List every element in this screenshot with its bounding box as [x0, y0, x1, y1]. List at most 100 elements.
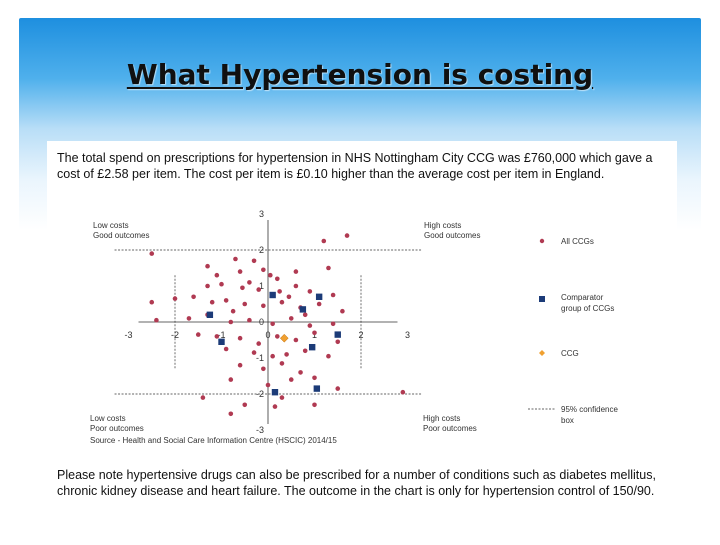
point-all-ccgs [286, 294, 292, 300]
point-all-ccgs [312, 330, 317, 336]
point-all-ccgs [237, 269, 243, 274]
y-tick-label: 1 [259, 281, 264, 291]
point-all-ccgs [321, 238, 327, 244]
point-all-ccgs [316, 301, 322, 307]
point-all-ccgs [279, 361, 285, 366]
point-all-ccgs [298, 370, 303, 375]
point-ccg [279, 333, 289, 343]
point-all-ccgs [172, 296, 178, 301]
point-all-ccgs [149, 251, 155, 256]
x-tick-label: 0 [265, 330, 270, 340]
legend-all-ccgs-marker [539, 238, 545, 244]
point-all-ccgs [288, 377, 294, 382]
legend-ci-2: box [561, 416, 574, 425]
point-all-ccgs [288, 316, 294, 321]
point-all-ccgs [214, 272, 220, 278]
point-all-ccgs [400, 389, 406, 395]
point-all-ccgs [191, 294, 196, 300]
point-all-ccgs [233, 256, 238, 262]
x-tick-label: -1 [217, 330, 225, 340]
chart-labels: Low costs Good outcomes High costs Good … [90, 221, 618, 445]
point-all-ccgs [251, 350, 257, 355]
point-all-ccgs [335, 339, 341, 345]
x-tick-label: 2 [358, 330, 363, 340]
point-all-ccgs [312, 402, 317, 408]
point-all-ccgs [293, 269, 299, 274]
point-all-ccgs [149, 299, 155, 305]
point-comparator [315, 293, 323, 300]
point-all-ccgs [270, 321, 275, 327]
legend-ccg-marker [539, 350, 545, 356]
point-all-ccgs [228, 377, 234, 382]
point-all-ccgs [256, 341, 262, 346]
point-all-ccgs [195, 332, 201, 337]
point-all-ccgs [284, 352, 289, 357]
point-all-ccgs [242, 301, 248, 307]
point-all-ccgs [326, 353, 331, 359]
point-all-ccgs [326, 265, 331, 271]
y-tick-label: -1 [256, 353, 264, 363]
point-comparator [308, 344, 316, 351]
point-comparator [218, 338, 225, 345]
point-all-ccgs [205, 283, 210, 289]
point-all-ccgs [228, 319, 234, 325]
slide-title: What Hypertension is costing [126, 58, 594, 91]
point-all-ccgs [251, 258, 257, 264]
point-all-ccgs [219, 281, 224, 287]
point-all-ccgs [307, 323, 313, 328]
quadrant-label-bottom-left-1: Low costs [90, 414, 126, 423]
point-all-ccgs [272, 404, 278, 409]
point-all-ccgs [261, 303, 266, 309]
y-tick-label: 3 [259, 209, 264, 219]
legend-ccg: CCG [561, 349, 579, 358]
legend-comparator-1: Comparator [561, 293, 604, 302]
point-all-ccgs [200, 395, 206, 400]
quadrant-label-top-left-2: Good outcomes [93, 231, 149, 240]
point-all-ccgs [223, 346, 229, 352]
point-all-ccgs [223, 298, 229, 303]
x-tick-label: 3 [405, 330, 410, 340]
point-all-ccgs [230, 308, 236, 314]
point-all-ccgs [277, 289, 282, 294]
point-comparator [299, 306, 307, 313]
point-all-ccgs [275, 276, 280, 282]
y-tick-label: -2 [256, 389, 264, 399]
point-all-ccgs [247, 317, 252, 323]
point-comparator [313, 385, 321, 392]
point-all-ccgs [302, 348, 308, 354]
point-comparator [334, 331, 341, 338]
chart-points [149, 233, 406, 417]
point-all-ccgs [293, 337, 299, 343]
point-all-ccgs [261, 267, 266, 273]
legend-comparator-2: group of CCGs [561, 304, 614, 313]
chart-grid: -3-2-101233210-1-2-3 [114, 209, 422, 435]
point-all-ccgs [330, 321, 336, 327]
point-all-ccgs [237, 362, 243, 368]
point-all-ccgs [205, 263, 210, 269]
point-all-ccgs [344, 233, 350, 238]
point-all-ccgs [186, 316, 192, 321]
footnote-paragraph: Please note hypertensive drugs can also … [57, 468, 656, 498]
chart-source: Source - Health and Social Care Informat… [90, 436, 337, 445]
quadrant-label-bottom-right-1: High costs [423, 414, 460, 423]
legend-ci-1: 95% confidence [561, 405, 618, 414]
point-comparator [269, 291, 276, 299]
point-all-ccgs [154, 317, 159, 323]
point-all-ccgs [335, 386, 341, 391]
point-all-ccgs [340, 308, 345, 314]
point-all-ccgs [312, 375, 317, 381]
point-all-ccgs [265, 382, 271, 388]
point-all-ccgs [279, 299, 285, 305]
point-all-ccgs [268, 272, 273, 278]
point-all-ccgs [228, 411, 234, 417]
quadrant-label-top-right-2: Good outcomes [424, 231, 480, 240]
point-all-ccgs [242, 402, 248, 408]
quadrant-label-bottom-right-2: Poor outcomes [423, 424, 477, 433]
point-all-ccgs [275, 334, 280, 339]
x-tick-label: -2 [171, 330, 179, 340]
point-all-ccgs [330, 292, 336, 298]
quadrant-label-top-left-1: Low costs [93, 221, 129, 230]
point-all-ccgs [214, 334, 220, 339]
